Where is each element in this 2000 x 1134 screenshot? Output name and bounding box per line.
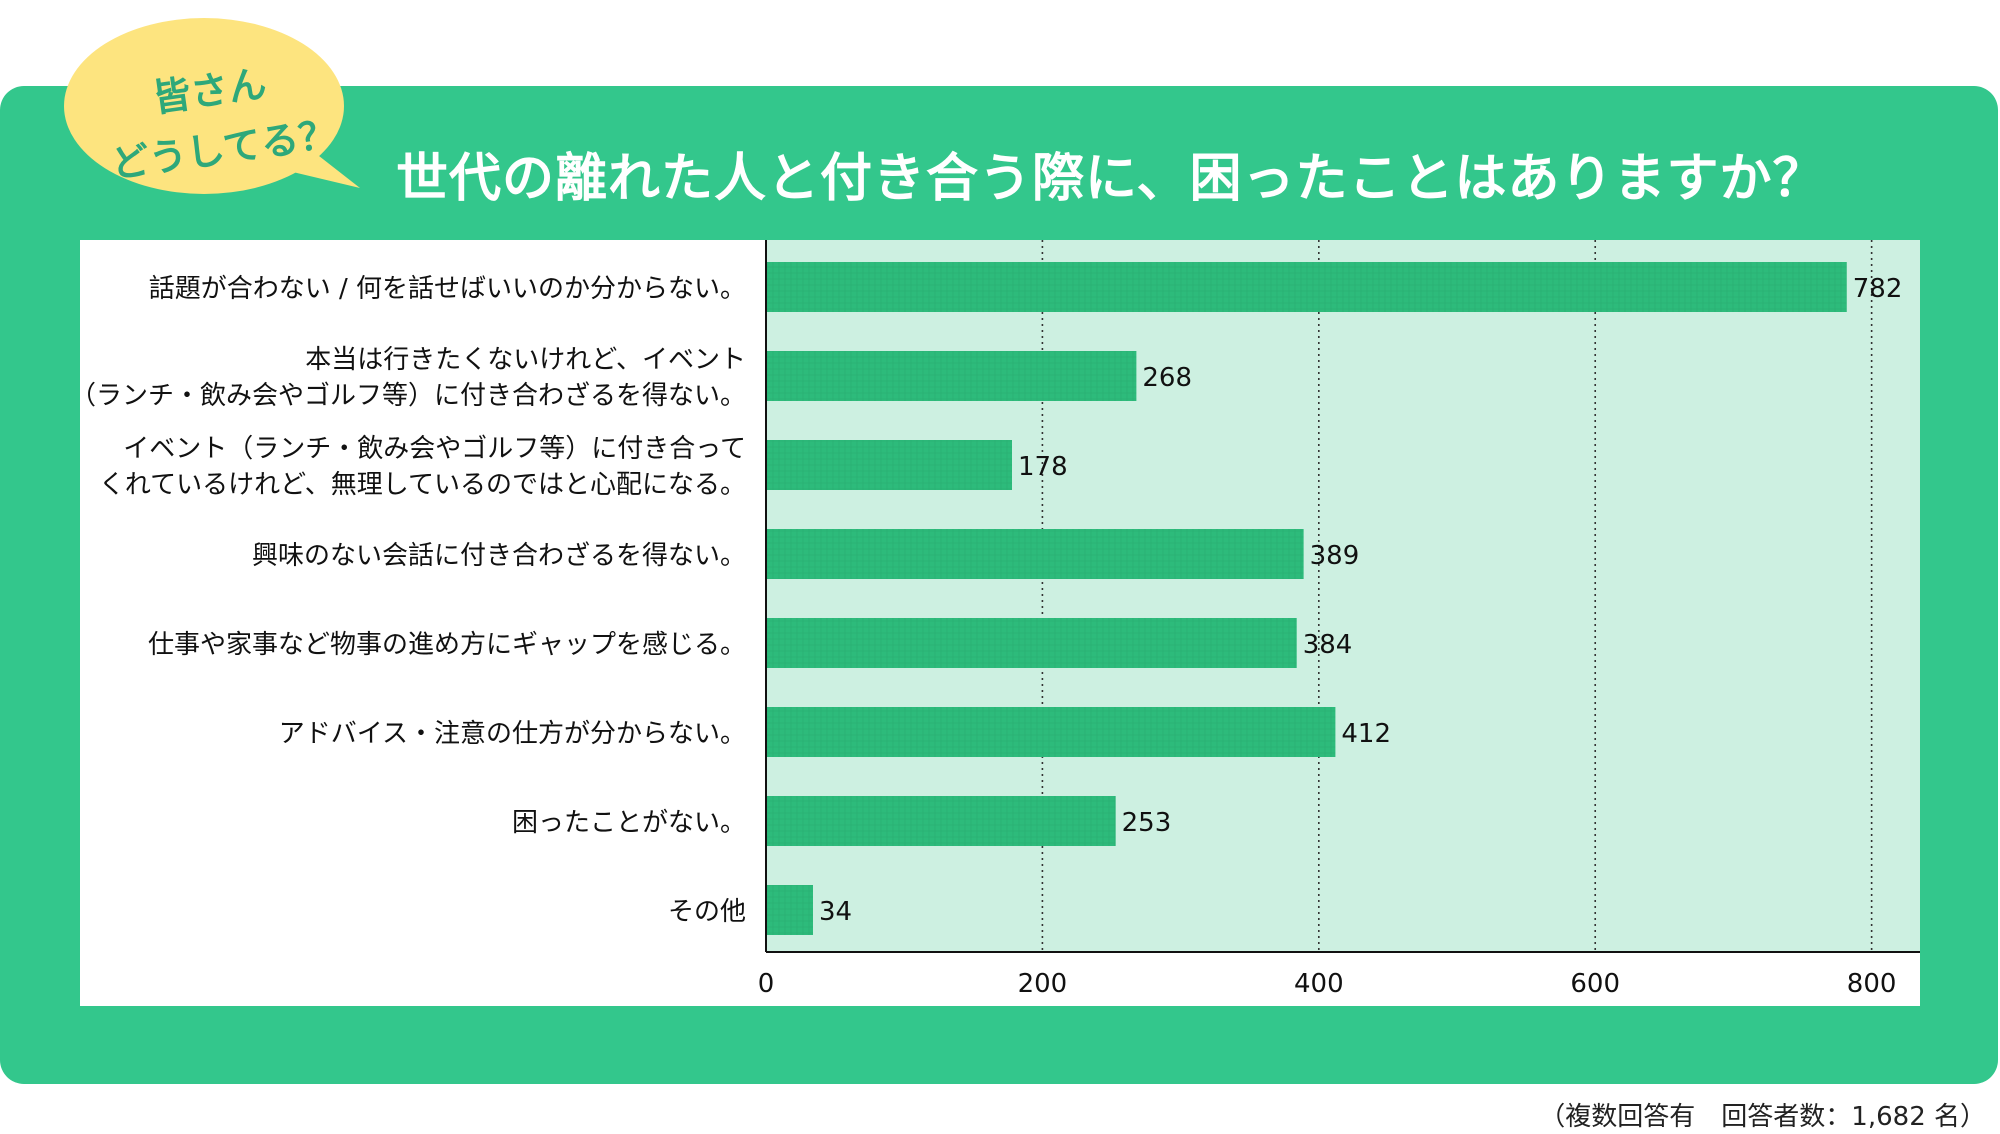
chart-container: 782 話題が合わない / 何を話せばいいのか分からない。 268 本当は行きたくない…: [80, 240, 1920, 1006]
category-label: 話題が合わない / 何を話せばいいのか分からない。: [149, 274, 746, 304]
bar: [766, 351, 1137, 401]
page-title: 世代の離れた人と付き合う際に、困ったことはありますか？: [396, 149, 1826, 209]
category-label: イベント（ランチ・飲み会やゴルフ等）に付き合って: [123, 434, 746, 464]
speech-bubble: 皆さん どうしてる？: [64, 18, 362, 206]
bar: [766, 262, 1847, 312]
value-label: 782: [1853, 274, 1903, 304]
x-tick-label: 800: [1847, 969, 1897, 999]
category-label: （ランチ・飲み会やゴルフ等）に付き合わざるを得ない。: [80, 381, 746, 411]
bar: [766, 529, 1304, 579]
value-label: 34: [819, 897, 852, 927]
category-label: アドバイス・注意の仕方が分からない。: [279, 719, 746, 749]
x-tick-label: 0: [758, 969, 775, 999]
x-tick-label: 600: [1570, 969, 1620, 999]
bar-chart: 782 話題が合わない / 何を話せばいいのか分からない。 268 本当は行きたくない…: [80, 240, 1920, 999]
speech-bubble-shape: [64, 18, 360, 194]
value-label: 389: [1310, 541, 1360, 571]
x-tick-label: 200: [1018, 969, 1068, 999]
footnote: （複数回答有 回答者数：1,682 名）: [1539, 1102, 1986, 1132]
category-label: 本当は行きたくないけれど、イベント: [305, 345, 746, 375]
category-label: 困ったことがない。: [512, 808, 746, 838]
value-label: 253: [1122, 808, 1172, 838]
category-label: その他: [668, 897, 746, 927]
value-label: 412: [1341, 719, 1391, 749]
value-label: 268: [1142, 363, 1192, 393]
bar: [766, 440, 1013, 490]
value-label: 178: [1018, 452, 1068, 482]
x-tick-label: 400: [1294, 969, 1344, 999]
bar: [766, 796, 1116, 846]
category-label: 仕事や家事など物事の進め方にギャップを感じる。: [148, 630, 746, 660]
bar: [766, 707, 1336, 757]
category-label: 興味のない会話に付き合わざるを得ない。: [252, 541, 746, 571]
bar: [766, 618, 1297, 668]
bar: [766, 885, 813, 935]
category-label: くれているけれど、無理しているのではと心配になる。: [99, 470, 746, 500]
value-label: 384: [1303, 630, 1353, 660]
